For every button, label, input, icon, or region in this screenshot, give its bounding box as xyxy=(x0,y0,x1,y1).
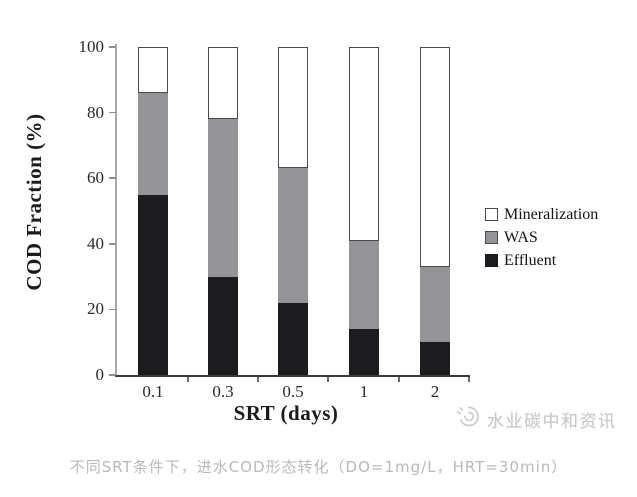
bar-segment-was-2 xyxy=(420,266,450,343)
figure-caption: 不同SRT条件下，进水COD形态转化（DO=1mg/L，HRT=30min） xyxy=(69,458,568,476)
y-tick-label-40: 40 xyxy=(87,233,104,253)
y-tick-mark-40 xyxy=(109,243,116,245)
x-tick-mark-0 xyxy=(187,377,189,382)
bar-segment-was-0.1 xyxy=(138,92,168,195)
x-tick-label-0.3: 0.3 xyxy=(212,382,234,401)
y-tick-label-100: 100 xyxy=(78,37,105,56)
x-tick-label-0.5: 0.5 xyxy=(282,382,304,401)
x-tick-mark-4 xyxy=(468,377,470,382)
x-axis-line xyxy=(115,375,470,377)
y-tick-label-0: 0 xyxy=(95,365,105,384)
bar-segment-mineralization-2 xyxy=(420,47,450,267)
x-axis-title: SRT (days) xyxy=(233,401,339,425)
legend-label-mineralization: Mineralization xyxy=(504,205,599,223)
legend-label-was: WAS xyxy=(504,228,538,246)
y-axis-title: COD Fraction (%) xyxy=(22,113,46,291)
legend: Mineralization WAS Effluent xyxy=(485,203,598,272)
legend-swatch-effluent xyxy=(485,254,498,267)
legend-swatch-mineralization xyxy=(485,208,498,221)
bar-segment-effluent-0.1 xyxy=(138,194,168,375)
legend-item-effluent: Effluent xyxy=(485,249,598,272)
bar-segment-was-1 xyxy=(349,240,379,330)
x-tick-label-0.1: 0.1 xyxy=(142,382,164,401)
x-tick-mark-1 xyxy=(257,377,259,382)
y-axis-line xyxy=(115,44,117,377)
legend-swatch-was xyxy=(485,231,498,244)
x-tick-label-1: 1 xyxy=(359,382,369,401)
x-tick-label-2: 2 xyxy=(430,382,440,401)
legend-item-was: WAS xyxy=(485,226,598,249)
y-tick-mark-0 xyxy=(109,374,116,376)
bar-segment-mineralization-0.1 xyxy=(138,47,168,93)
bar-segment-effluent-1 xyxy=(349,329,379,375)
watermark: 水业碳中和资讯 xyxy=(455,403,617,435)
bar-segment-was-0.5 xyxy=(278,168,308,303)
y-tick-mark-80 xyxy=(109,111,116,114)
y-tick-label-60: 60 xyxy=(87,168,104,188)
watermark-text: 水业碳中和资讯 xyxy=(487,411,617,432)
y-tick-label-20: 20 xyxy=(87,299,104,319)
swirl-logo-icon xyxy=(455,403,482,435)
y-tick-mark-60 xyxy=(109,177,116,179)
y-tick-mark-20 xyxy=(109,308,116,311)
bar-segment-mineralization-1 xyxy=(349,47,379,241)
bar-segment-was-0.3 xyxy=(208,119,238,277)
x-tick-mark-3 xyxy=(398,377,400,382)
y-tick-mark-100 xyxy=(109,46,116,48)
legend-item-mineralization: Mineralization xyxy=(485,203,598,226)
bar-segment-effluent-0.5 xyxy=(278,302,308,375)
bar-segment-mineralization-0.5 xyxy=(278,47,308,169)
legend-label-effluent: Effluent xyxy=(504,251,557,269)
bar-segment-mineralization-0.3 xyxy=(208,47,238,120)
bar-segment-effluent-2 xyxy=(420,342,450,375)
y-tick-label-80: 80 xyxy=(87,102,104,122)
x-tick-mark-2 xyxy=(327,377,329,382)
bar-segment-effluent-0.3 xyxy=(208,276,238,375)
